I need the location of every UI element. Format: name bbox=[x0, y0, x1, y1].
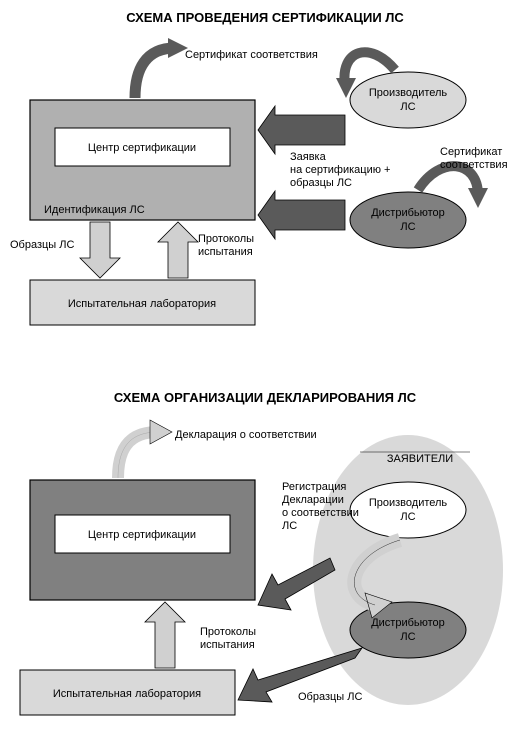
diagram-certification: СХЕМА ПРОВЕДЕНИЯ СЕРТИФИКАЦИИ ЛС Центр с… bbox=[10, 10, 508, 325]
arrow-request-bottom bbox=[258, 191, 345, 239]
samples-label-2: Образцы ЛС bbox=[298, 691, 362, 703]
manufacturer-1-l2: ЛС bbox=[400, 101, 415, 113]
center-box-label: Центр сертификации bbox=[88, 142, 196, 154]
cert2-l2: соответствия bbox=[440, 159, 508, 171]
protocols-l1-1: Протоколы bbox=[198, 233, 254, 245]
reg-l1: Регистрация bbox=[282, 481, 346, 493]
distributor-2-l1: Дистрибьютор bbox=[371, 617, 445, 629]
protocols-l2-2: испытания bbox=[200, 639, 255, 651]
arrow-protocols-up-2 bbox=[145, 602, 185, 668]
distributor-2-l2: ЛС bbox=[400, 631, 415, 643]
center-box-label-2: Центр сертификации bbox=[88, 529, 196, 541]
reg-l4: ЛС bbox=[282, 520, 297, 532]
lab-label-2: Испытательная лаборатория bbox=[53, 688, 201, 700]
request-l2: на сертификацию + bbox=[290, 164, 390, 176]
ident-label: Идентификация ЛС bbox=[44, 204, 145, 216]
manufacturer-2-l1: Производитель bbox=[369, 497, 448, 509]
request-l1: Заявка bbox=[290, 151, 327, 163]
decl-label: Декларация о соответствии bbox=[175, 429, 317, 441]
manufacturer-2 bbox=[350, 482, 466, 538]
arrow-request-top bbox=[258, 106, 345, 154]
manufacturer-2-l2: ЛС bbox=[400, 511, 415, 523]
cert-label-1: Сертификат соответствия bbox=[185, 49, 318, 61]
curve-arrow-decl-out bbox=[118, 420, 172, 478]
title-1: СХЕМА ПРОВЕДЕНИЯ СЕРТИФИКАЦИИ ЛС bbox=[126, 10, 404, 25]
samples-label-1: Образцы ЛС bbox=[10, 239, 74, 251]
protocols-l1-2: Протоколы bbox=[200, 626, 256, 638]
distributor-1-l1: Дистрибьютор bbox=[371, 207, 445, 219]
reg-l3: о соответствии bbox=[282, 507, 359, 519]
arrow-samples-down bbox=[80, 222, 120, 278]
manufacturer-1 bbox=[350, 72, 466, 128]
lab-label-1: Испытательная лаборатория bbox=[68, 298, 216, 310]
distributor-2 bbox=[350, 602, 466, 658]
title-2: СХЕМА ОРГАНИЗАЦИИ ДЕКЛАРИРОВАНИЯ ЛС bbox=[114, 390, 417, 405]
distributor-1 bbox=[350, 192, 466, 248]
request-l3: образцы ЛС bbox=[290, 177, 352, 189]
curve-arrow-cert-out bbox=[135, 38, 188, 98]
diagram-declaration: СХЕМА ОРГАНИЗАЦИИ ДЕКЛАРИРОВАНИЯ ЛС ЗАЯВ… bbox=[20, 390, 503, 715]
distributor-1-l2: ЛС bbox=[400, 221, 415, 233]
arrow-protocols-up bbox=[158, 222, 198, 278]
manufacturer-1-l1: Производитель bbox=[369, 87, 448, 99]
cert2-l1: Сертификат bbox=[440, 146, 502, 158]
applicants-label: ЗАЯВИТЕЛИ bbox=[387, 453, 453, 465]
reg-l2: Декларации bbox=[282, 494, 344, 506]
protocols-l2-1: испытания bbox=[198, 246, 253, 258]
applicants-ellipse bbox=[313, 435, 503, 705]
